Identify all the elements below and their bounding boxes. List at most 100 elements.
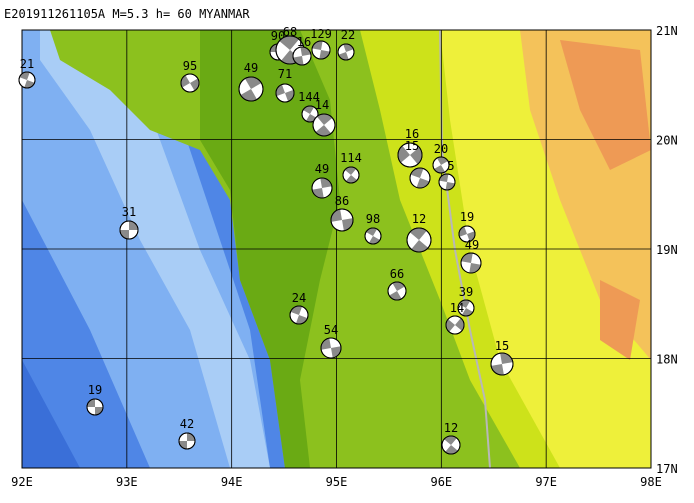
y-label: 20N bbox=[656, 134, 678, 148]
beachball-outline bbox=[180, 73, 200, 93]
beachball-outline bbox=[458, 225, 476, 243]
compressional-quadrant bbox=[293, 46, 311, 65]
y-label: 17N bbox=[656, 462, 678, 476]
beachball-outline bbox=[460, 252, 482, 274]
depth-label: 49 bbox=[315, 162, 329, 176]
depth-label: 39 bbox=[459, 285, 473, 299]
depth-label: 49 bbox=[465, 238, 479, 252]
compressional-quadrant bbox=[439, 174, 455, 191]
depth-label: 14 bbox=[450, 301, 464, 315]
beachball-outline bbox=[432, 156, 450, 174]
depth-label: 68 bbox=[283, 25, 297, 39]
compressional-quadrant bbox=[312, 178, 332, 199]
beachball-outline bbox=[86, 398, 104, 416]
compressional-quadrant bbox=[459, 300, 473, 316]
beachball-outline bbox=[409, 167, 431, 189]
beachball-outline bbox=[406, 227, 432, 253]
compressional-quadrant bbox=[446, 318, 465, 332]
depth-label: 66 bbox=[390, 267, 404, 281]
compressional-quadrant bbox=[458, 226, 475, 242]
compressional-quadrant bbox=[444, 435, 458, 454]
beachball-outline bbox=[441, 435, 461, 455]
compressional-quadrant bbox=[180, 75, 199, 91]
x-label: 92E bbox=[11, 475, 33, 489]
compressional-quadrant bbox=[179, 433, 195, 449]
compressional-quadrant bbox=[303, 106, 317, 122]
beachball-outline bbox=[178, 432, 196, 450]
compressional-quadrant bbox=[344, 166, 358, 183]
compressional-quadrant bbox=[19, 72, 35, 88]
compressional-quadrant bbox=[366, 228, 380, 244]
depth-label: 144 bbox=[298, 90, 320, 104]
compressional-quadrant bbox=[321, 338, 341, 358]
beachball-outline bbox=[438, 173, 456, 191]
depth-label: 22 bbox=[341, 28, 355, 42]
depth-label: 15 bbox=[495, 339, 509, 353]
beachball-outline bbox=[330, 208, 354, 232]
compressional-quadrant bbox=[120, 221, 138, 239]
frame bbox=[21, 29, 652, 469]
x-label: 98E bbox=[640, 475, 662, 489]
x-label: 97E bbox=[535, 475, 557, 489]
beachball-outline bbox=[445, 315, 465, 335]
compressional-quadrant bbox=[491, 353, 513, 375]
beachball-outline bbox=[238, 76, 264, 102]
depth-label: 129 bbox=[310, 27, 332, 41]
x-label: 94E bbox=[221, 475, 243, 489]
compressional-quadrant bbox=[276, 84, 295, 102]
beachball-outline bbox=[337, 43, 355, 61]
depth-label: 54 bbox=[324, 323, 338, 337]
beachball-outline bbox=[397, 142, 423, 168]
compressional-quadrant bbox=[315, 114, 333, 136]
depth-label: 21 bbox=[20, 57, 34, 71]
y-label: 21N bbox=[656, 24, 678, 38]
beachball-outline bbox=[292, 46, 312, 66]
compressional-quadrant bbox=[434, 157, 448, 173]
beachball-outline bbox=[18, 71, 36, 89]
compressional-quadrant bbox=[290, 305, 308, 324]
depth-label: 49 bbox=[244, 61, 258, 75]
x-label: 93E bbox=[116, 475, 138, 489]
compressional-quadrant bbox=[461, 252, 481, 273]
compressional-quadrant bbox=[338, 43, 354, 61]
y-label: 18N bbox=[656, 353, 678, 367]
beachball-outline bbox=[320, 337, 342, 359]
beachball-outline bbox=[311, 177, 333, 199]
depth-label: 20 bbox=[434, 142, 448, 156]
x-label: 96E bbox=[430, 475, 452, 489]
beachball-outline bbox=[289, 305, 309, 325]
beachball-outline bbox=[364, 227, 382, 245]
beachball-outline bbox=[119, 220, 139, 240]
depth-label: 12 bbox=[412, 212, 426, 226]
x-label: 95E bbox=[326, 475, 348, 489]
compressional-quadrant bbox=[240, 77, 262, 102]
depth-label: 95 bbox=[183, 59, 197, 73]
y-label: 19N bbox=[656, 243, 678, 257]
depth-label: 5 bbox=[447, 159, 454, 173]
compressional-quadrant bbox=[409, 227, 429, 253]
beachball-outline bbox=[457, 299, 475, 317]
compressional-quadrant bbox=[312, 40, 330, 60]
title: E201911261105A M=5.3 h= 60 MYANMAR bbox=[4, 7, 250, 21]
depth-label: 14 bbox=[315, 98, 329, 112]
depth-label: 12 bbox=[444, 421, 458, 435]
depth-label: 114 bbox=[340, 151, 362, 165]
depth-label: 42 bbox=[180, 417, 194, 431]
depth-label: 16 bbox=[297, 35, 311, 49]
compressional-quadrant bbox=[410, 168, 430, 188]
depth-label: 15 bbox=[405, 139, 419, 153]
depth-label: 86 bbox=[335, 194, 349, 208]
depth-label: 19 bbox=[460, 210, 474, 224]
depth-label: 71 bbox=[278, 67, 292, 81]
beachball-outline bbox=[275, 83, 295, 103]
beachball-outline bbox=[387, 281, 407, 301]
depth-label: 24 bbox=[292, 291, 306, 305]
beachball-outline bbox=[311, 40, 331, 60]
compressional-quadrant bbox=[397, 145, 423, 165]
depth-label: 16 bbox=[405, 127, 419, 141]
depth-label: 19 bbox=[88, 383, 102, 397]
beachball-outline bbox=[342, 166, 360, 184]
compressional-quadrant bbox=[389, 282, 405, 300]
